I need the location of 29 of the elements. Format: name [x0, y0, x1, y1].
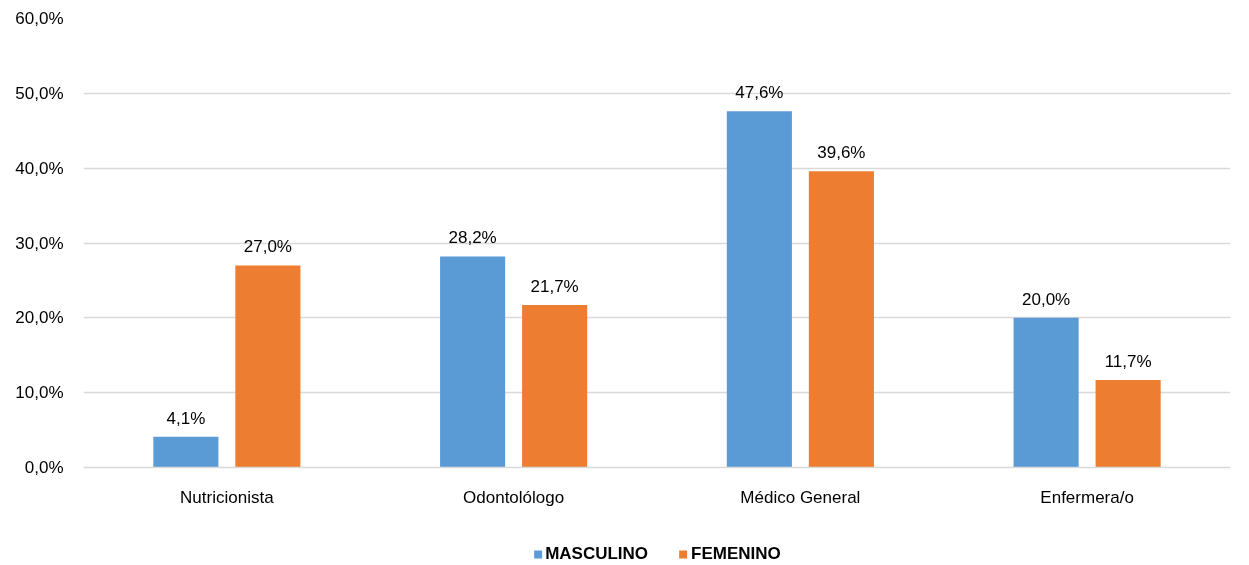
y-tick-label: 0,0% [24, 458, 64, 477]
data-label: 28,2% [448, 228, 497, 248]
legend-label: FEMENINO [691, 544, 781, 564]
bar [235, 265, 301, 468]
x-tick-label: Nutricionista [180, 487, 275, 507]
y-tick-label: 20,0% [15, 308, 64, 328]
x-tick-label: Odontolólogo [463, 487, 565, 507]
data-label: 27,0% [243, 237, 292, 257]
bar [153, 436, 219, 468]
data-label: 21,7% [530, 277, 579, 297]
bar [440, 256, 506, 468]
data-label: 4,1% [166, 408, 206, 428]
legend-label: MASCULINO [545, 544, 649, 564]
bar [1095, 379, 1161, 468]
bar [726, 111, 792, 468]
data-label: 39,6% [817, 143, 866, 163]
y-tick-label: 60,0% [15, 9, 64, 28]
data-label: 20,0% [1022, 289, 1071, 309]
bar [522, 305, 588, 468]
y-tick-label: 10,0% [15, 383, 64, 403]
x-tick-label: Enfermera/o [1040, 487, 1134, 507]
y-tick-label: 30,0% [15, 233, 64, 253]
bar [1013, 317, 1079, 468]
data-label: 11,7% [1104, 351, 1152, 371]
data-label: 47,6% [735, 83, 784, 103]
y-tick-label: 50,0% [15, 83, 64, 103]
bar [808, 171, 874, 468]
x-tick-label: Médico General [740, 487, 861, 507]
y-tick-label: 40,0% [15, 158, 64, 178]
